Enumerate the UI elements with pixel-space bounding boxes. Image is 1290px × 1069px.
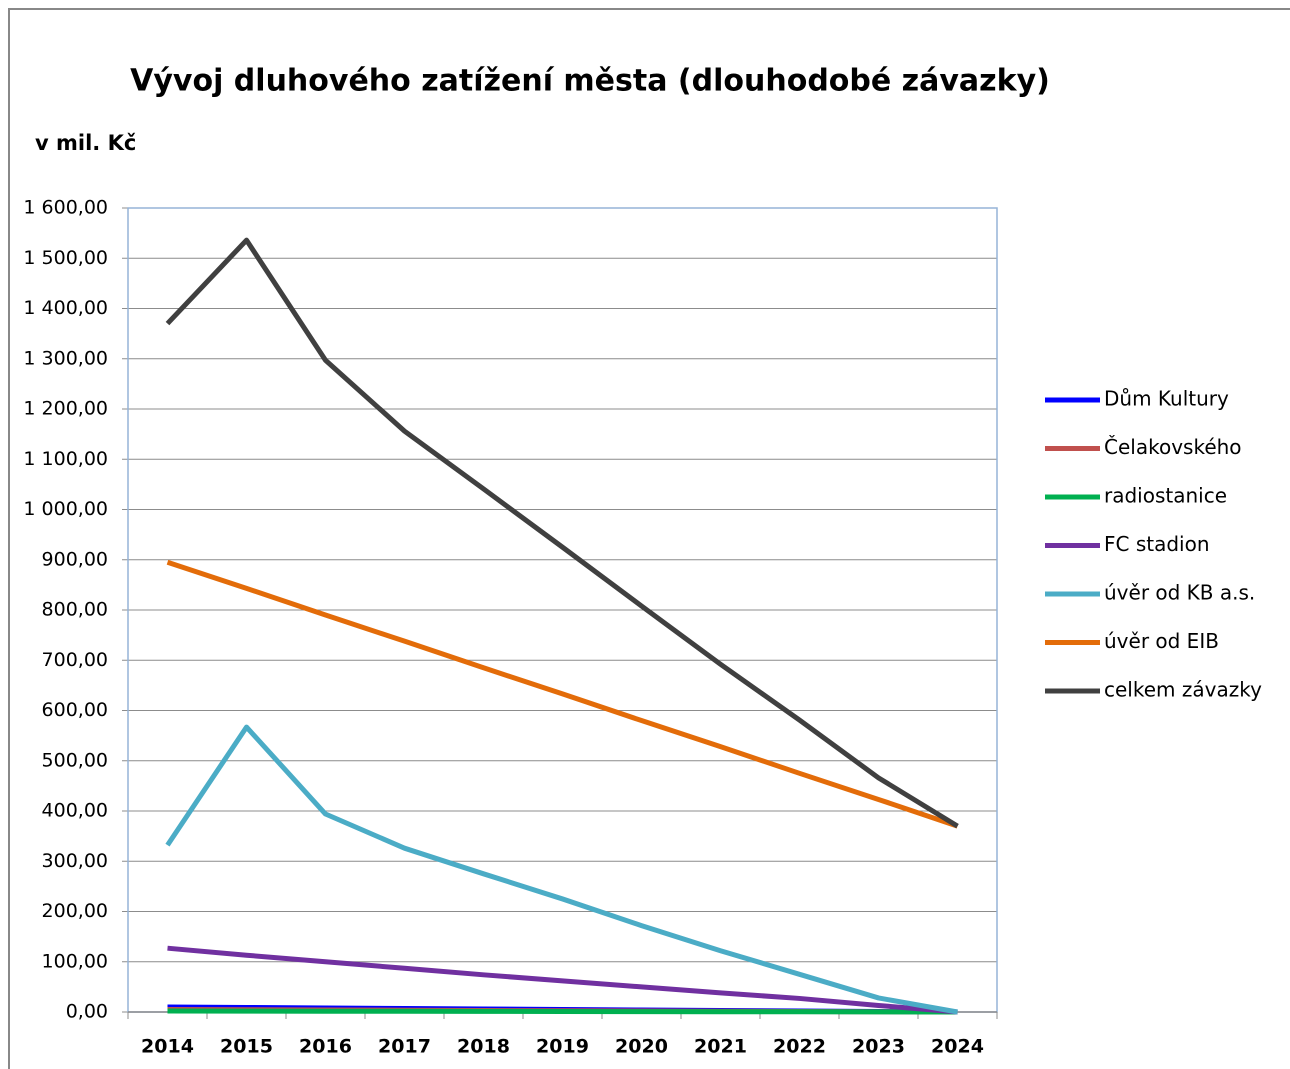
legend-label: celkem závazky <box>1104 678 1262 702</box>
y-tick-label: 300,00 <box>42 850 108 872</box>
legend-label: úvěr od KB a.s. <box>1104 581 1255 605</box>
x-tick-label: 2018 <box>457 1036 510 1058</box>
y-tick-label: 700,00 <box>42 649 108 671</box>
x-tick-label: 2024 <box>931 1036 984 1058</box>
x-tick-label: 2014 <box>141 1036 194 1058</box>
x-tick-label: 2022 <box>773 1036 826 1058</box>
chart-title: Vývoj dluhového zatížení města (dlouhodo… <box>130 64 1050 99</box>
y-tick-label: 1 200,00 <box>23 398 108 420</box>
x-tick-label: 2019 <box>536 1036 589 1058</box>
y-tick-label: 1 100,00 <box>23 448 108 470</box>
y-tick-label: 1 600,00 <box>23 197 108 219</box>
y-tick-label: 900,00 <box>42 548 108 570</box>
y-tick-label: 1 500,00 <box>23 247 108 269</box>
y-tick-label: 600,00 <box>42 699 108 721</box>
y-tick-label: 200,00 <box>42 900 108 922</box>
y-tick-label: 400,00 <box>42 800 108 822</box>
chart-frame <box>8 8 1290 1069</box>
x-tick-label: 2020 <box>615 1036 668 1058</box>
legend-label: úvěr od EIB <box>1104 629 1219 653</box>
legend-label: FC stadion <box>1104 532 1210 556</box>
y-tick-label: 800,00 <box>42 599 108 621</box>
series-line <box>167 945 958 1015</box>
legend-label: Čelakovského <box>1104 435 1242 459</box>
x-tick-label: 2023 <box>852 1036 905 1058</box>
legend-label: Dům Kultury <box>1104 387 1229 411</box>
x-tick-label: 2021 <box>694 1036 747 1058</box>
y-axis-label: v mil. Kč <box>35 131 136 155</box>
legend-label: radiostanice <box>1104 484 1227 508</box>
y-tick-label: 500,00 <box>42 749 108 771</box>
y-tick-label: 0,00 <box>66 1001 108 1023</box>
series-line <box>166 559 959 829</box>
series-line <box>167 1008 958 1015</box>
series-line <box>165 724 958 1015</box>
y-tick-label: 100,00 <box>42 950 108 972</box>
series-line <box>165 237 959 829</box>
x-tick-label: 2015 <box>220 1036 273 1058</box>
x-tick-label: 2016 <box>299 1036 352 1058</box>
y-tick-label: 1 400,00 <box>23 297 108 319</box>
y-tick-label: 1 300,00 <box>23 347 108 369</box>
x-tick-label: 2017 <box>378 1036 431 1058</box>
y-tick-label: 1 000,00 <box>23 498 108 520</box>
